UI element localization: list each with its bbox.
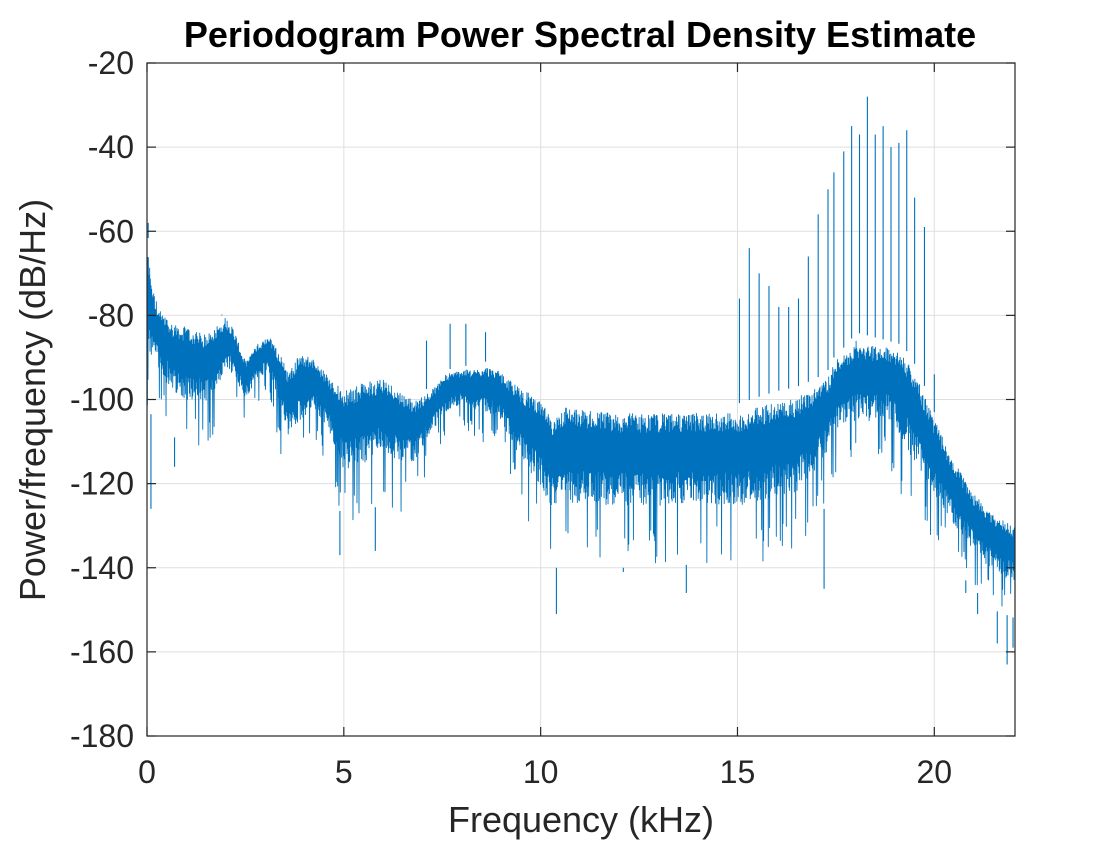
- x-tick-label: 10: [523, 754, 559, 790]
- ticks: 0 5 10 15 20 -180 -160 -140 -120 -100 -80 -60 -40 -20: [70, 45, 1015, 790]
- x-tick-label: 0: [138, 754, 156, 790]
- y-tick-label: -160: [70, 634, 134, 670]
- x-tick-label: 5: [335, 754, 353, 790]
- series-psd: [147, 96, 1015, 665]
- chart-title: Periodogram Power Spectral Density Estim…: [184, 14, 976, 55]
- x-axis-label: Frequency (kHz): [448, 799, 714, 840]
- y-tick-label: -180: [70, 718, 134, 754]
- x-tick-label: 20: [917, 754, 953, 790]
- y-tick-label: -120: [70, 466, 134, 502]
- y-tick-label: -20: [88, 45, 134, 81]
- y-tick-label: -140: [70, 550, 134, 586]
- y-tick-label: -80: [88, 297, 134, 333]
- y-tick-label: -100: [70, 382, 134, 418]
- y-tick-label: -40: [88, 129, 134, 165]
- y-axis-label: Power/frequency (dB/Hz): [12, 199, 53, 601]
- series-line: [147, 257, 1015, 607]
- y-tick-label: -60: [88, 213, 134, 249]
- x-tick-label: 15: [720, 754, 756, 790]
